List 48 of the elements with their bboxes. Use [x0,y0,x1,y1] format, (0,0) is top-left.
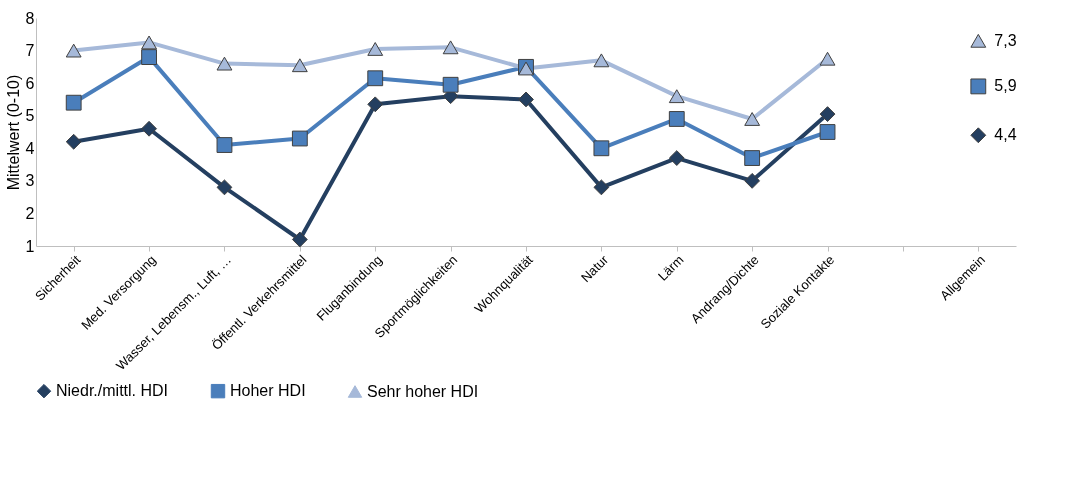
point [593,140,610,157]
point [141,35,157,50]
y-tick-label: 6 [25,74,35,92]
point [970,33,987,48]
point [141,120,157,137]
point [593,179,610,196]
legend-label: Niedr./mittl. HDI [56,382,169,400]
point [216,137,233,153]
point [65,133,82,150]
point [668,150,685,166]
point [819,124,836,140]
y-tick-label: 5 [25,107,35,125]
point [216,56,233,71]
y-tick-label: 3 [25,172,35,190]
y-tick-label: 7 [25,42,35,60]
point [744,112,761,126]
point [970,127,987,144]
data-label: 4,4 [994,126,1017,144]
point [744,150,761,166]
point [744,172,761,189]
point [819,51,836,66]
point [367,42,384,56]
point [593,53,610,68]
point [291,231,308,248]
data-label: 5,9 [994,77,1017,95]
point [442,40,459,55]
point [367,70,384,87]
y-axis-title: Mittelwert (0-10) [4,74,22,191]
data-label: 7,3 [994,31,1017,49]
point [518,91,534,108]
point [291,130,308,147]
point [367,96,384,113]
point [65,43,82,58]
point [141,49,157,65]
point [216,179,233,196]
y-tick-label: 2 [25,204,35,222]
y-tick-label: 1 [25,237,35,255]
point [668,89,685,104]
legend-label: Sehr hoher HDI [367,382,479,400]
point [65,94,82,111]
point [442,76,459,93]
point [291,58,308,73]
point [819,106,836,122]
y-tick-label: 4 [25,139,35,157]
point [970,78,987,95]
y-tick-label: 8 [25,9,35,27]
legend-label: Hoher HDI [230,382,306,400]
point [668,111,685,127]
